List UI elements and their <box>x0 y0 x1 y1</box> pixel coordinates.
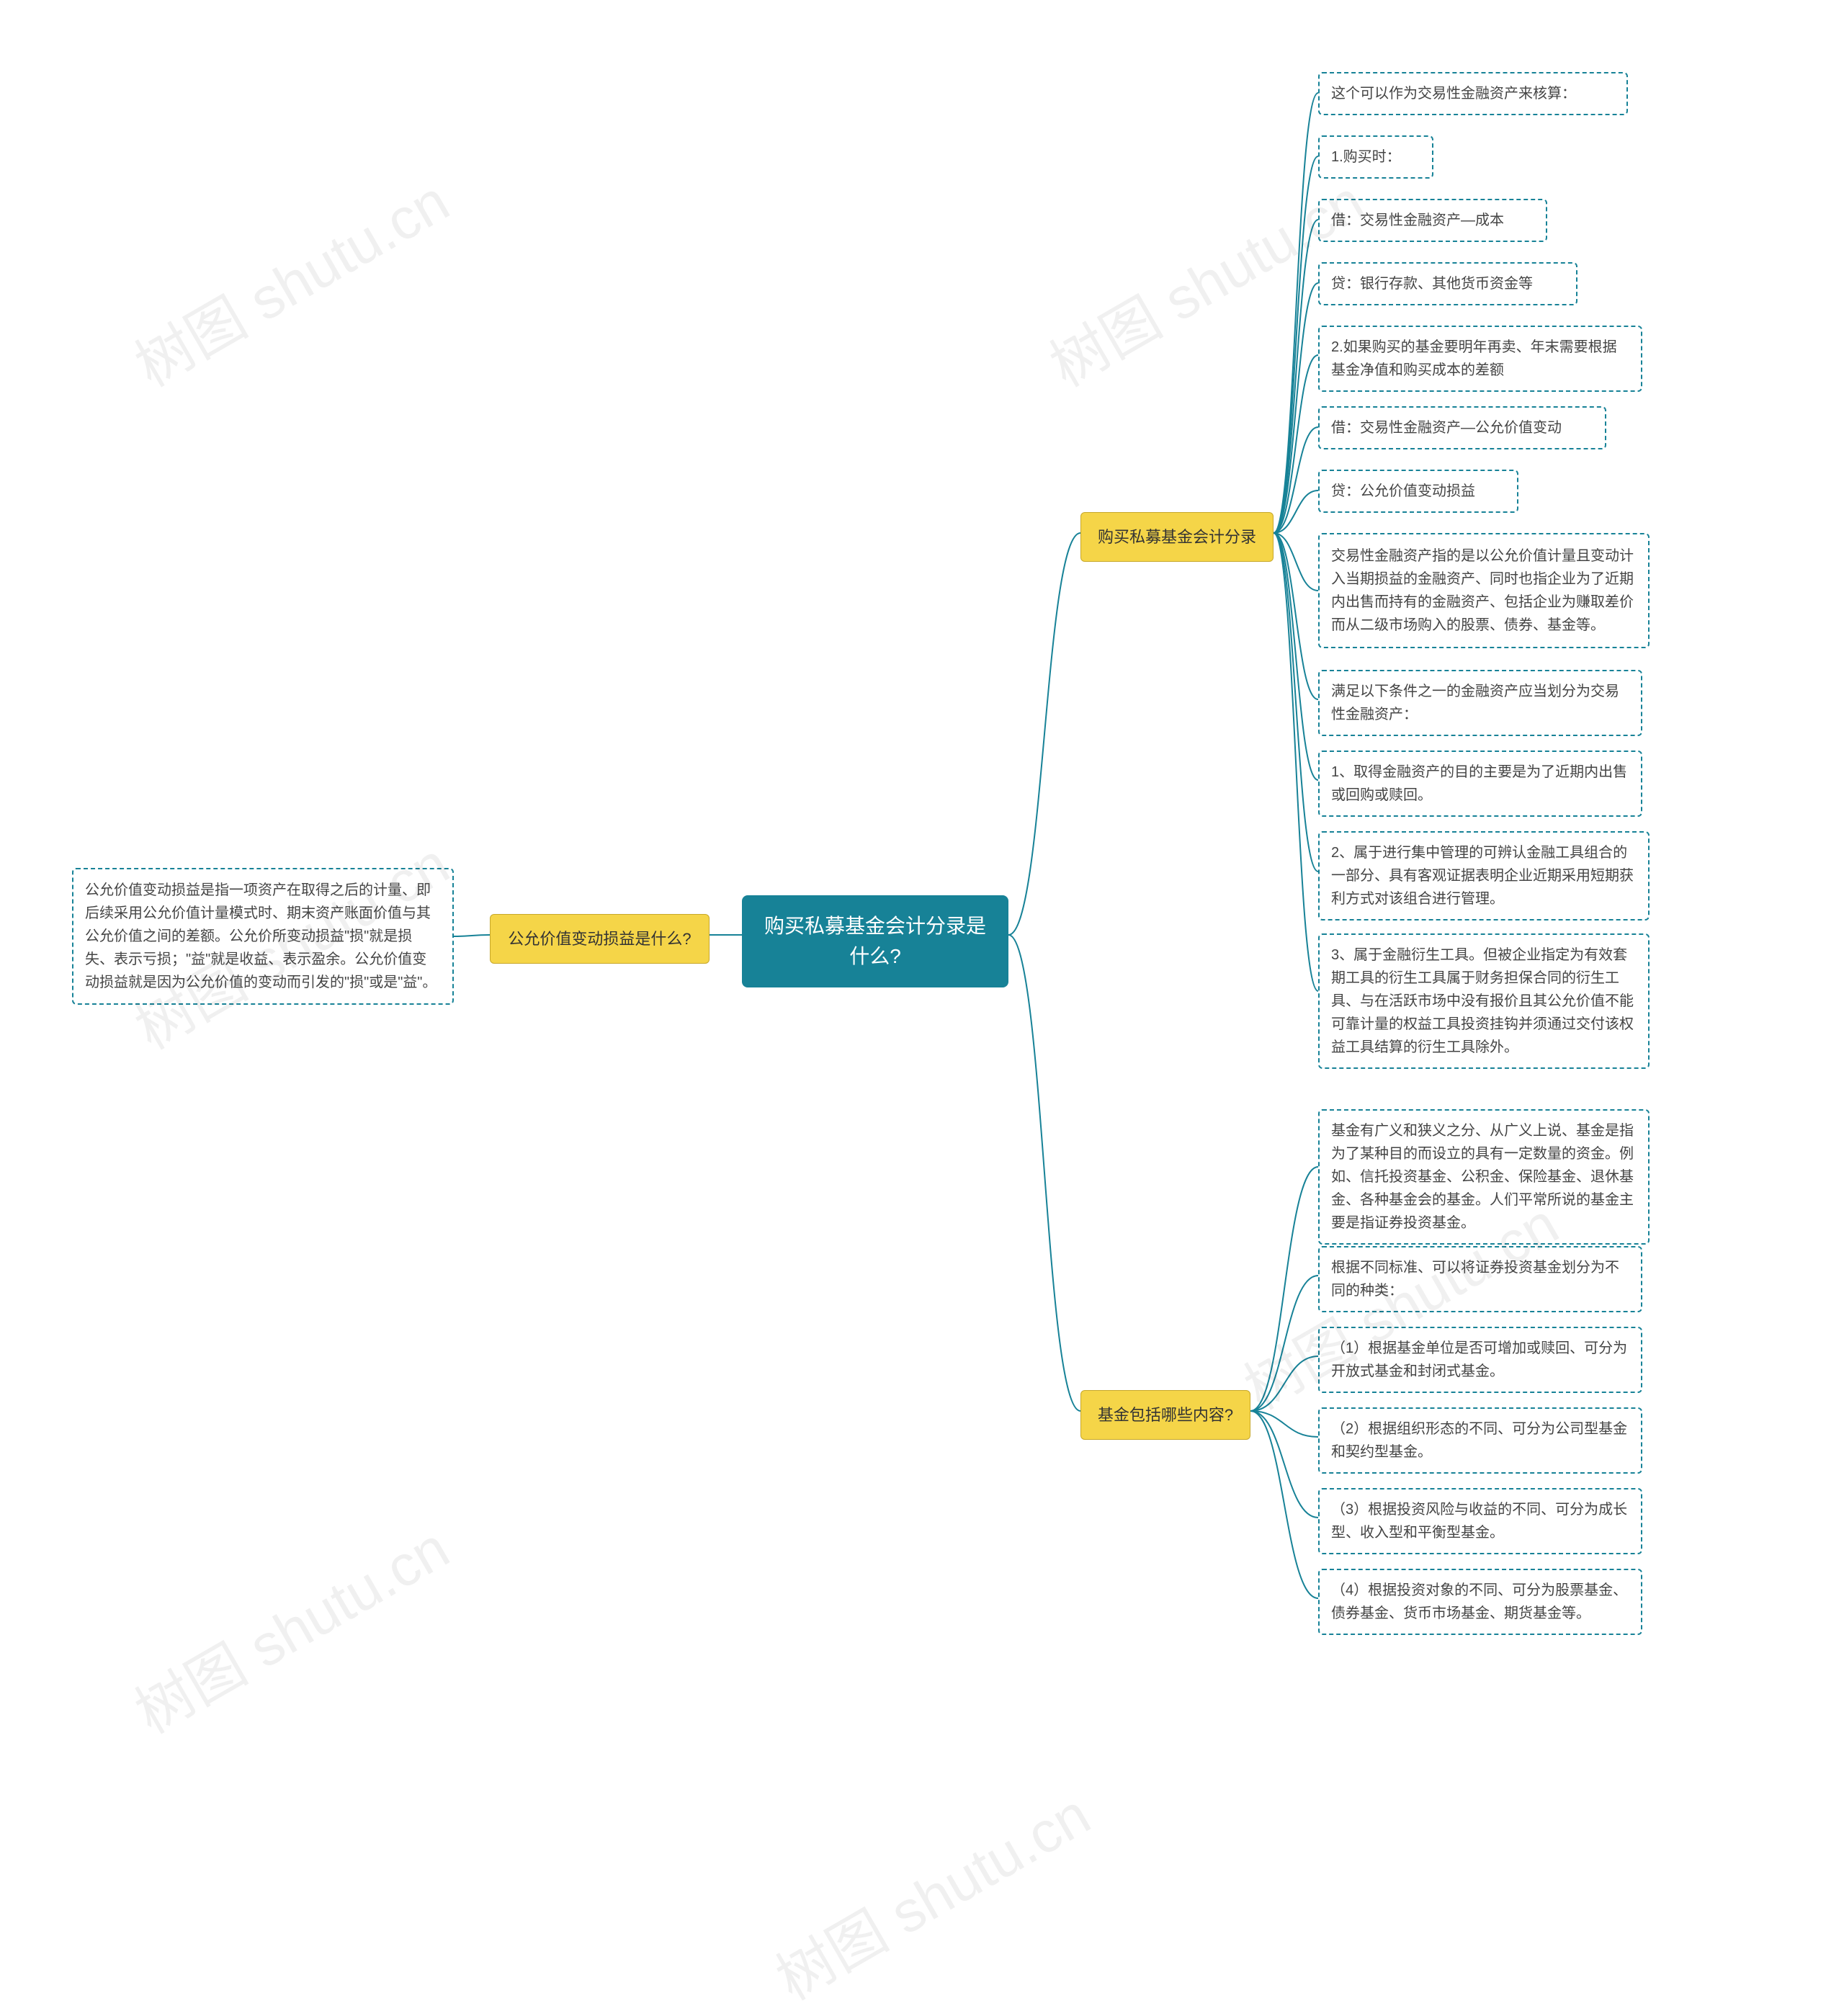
leaf-entry-8: 交易性金融资产指的是以公允价值计量且变动计入当期损益的金融资产、同时也指企业为了… <box>1318 533 1650 648</box>
root-node[interactable]: 购买私募基金会计分录是什么? <box>742 895 1008 987</box>
leaf-fund-2-text: 根据不同标准、可以将证券投资基金划分为不同的种类： <box>1331 1256 1629 1302</box>
leaf-entry-7: 贷：公允价值变动损益 <box>1318 470 1518 513</box>
leaf-fair-1: 公允价值变动损益是指一项资产在取得之后的计量、即后续采用公允价值计量模式时、期末… <box>72 868 454 1005</box>
branch-fund-includes[interactable]: 基金包括哪些内容? <box>1080 1390 1250 1440</box>
leaf-entry-9-text: 满足以下条件之一的金融资产应当划分为交易性金融资产： <box>1331 680 1629 726</box>
watermark: 树图 shutu.cn <box>758 1770 1103 2016</box>
watermark: 树图 shutu.cn <box>117 156 462 403</box>
branch-journal-entry-label: 购买私募基金会计分录 <box>1098 524 1256 550</box>
leaf-entry-12: 3、属于金融衍生工具。但被企业指定为有效套期工具的衍生工具属于财务担保合同的衍生… <box>1318 933 1650 1069</box>
leaf-entry-5-text: 2.如果购买的基金要明年再卖、年末需要根据基金净值和购买成本的差额 <box>1331 336 1629 382</box>
leaf-fund-1-text: 基金有广义和狭义之分、从广义上说、基金是指为了某种目的而设立的具有一定数量的资金… <box>1331 1119 1637 1235</box>
leaf-entry-3: 借：交易性金融资产—成本 <box>1318 199 1547 242</box>
leaf-entry-4-text: 贷：银行存款、其他货币资金等 <box>1331 272 1533 295</box>
leaf-fund-3-text: （1）根据基金单位是否可增加或赎回、可分为开放式基金和封闭式基金。 <box>1331 1337 1629 1383</box>
leaf-entry-6-text: 借：交易性金融资产—公允价值变动 <box>1331 416 1562 439</box>
leaf-fund-5: （3）根据投资风险与收益的不同、可分为成长型、收入型和平衡型基金。 <box>1318 1488 1642 1554</box>
leaf-entry-7-text: 贷：公允价值变动损益 <box>1331 480 1475 503</box>
leaf-fund-1: 基金有广义和狭义之分、从广义上说、基金是指为了某种目的而设立的具有一定数量的资金… <box>1318 1109 1650 1245</box>
branch-fund-includes-label: 基金包括哪些内容? <box>1098 1402 1233 1428</box>
leaf-entry-10: 1、取得金融资产的目的主要是为了近期内出售或回购或赎回。 <box>1318 751 1642 817</box>
leaf-entry-12-text: 3、属于金融衍生工具。但被企业指定为有效套期工具的衍生工具属于财务担保合同的衍生… <box>1331 944 1637 1059</box>
leaf-entry-1: 这个可以作为交易性金融资产来核算： <box>1318 72 1628 115</box>
leaf-entry-11: 2、属于进行集中管理的可辨认金融工具组合的一部分、具有客观证据表明企业近期采用短… <box>1318 831 1650 920</box>
leaf-entry-6: 借：交易性金融资产—公允价值变动 <box>1318 406 1606 449</box>
leaf-entry-2: 1.购买时： <box>1318 135 1433 179</box>
leaf-fund-2: 根据不同标准、可以将证券投资基金划分为不同的种类： <box>1318 1246 1642 1312</box>
leaf-fund-6: （4）根据投资对象的不同、可分为股票基金、债券基金、货币市场基金、期货基金等。 <box>1318 1569 1642 1635</box>
leaf-entry-8-text: 交易性金融资产指的是以公允价值计量且变动计入当期损益的金融资产、同时也指企业为了… <box>1331 545 1637 637</box>
leaf-fund-4-text: （2）根据组织形态的不同、可分为公司型基金和契约型基金。 <box>1331 1417 1629 1464</box>
leaf-fund-6-text: （4）根据投资对象的不同、可分为股票基金、债券基金、货币市场基金、期货基金等。 <box>1331 1579 1629 1625</box>
leaf-fund-5-text: （3）根据投资风险与收益的不同、可分为成长型、收入型和平衡型基金。 <box>1331 1498 1629 1544</box>
leaf-entry-2-text: 1.购买时： <box>1331 145 1401 169</box>
leaf-entry-1-text: 这个可以作为交易性金融资产来核算： <box>1331 82 1576 105</box>
root-label: 购买私募基金会计分录是什么? <box>762 911 988 972</box>
branch-journal-entry[interactable]: 购买私募基金会计分录 <box>1080 512 1274 562</box>
leaf-entry-5: 2.如果购买的基金要明年再卖、年末需要根据基金净值和购买成本的差额 <box>1318 326 1642 392</box>
leaf-entry-10-text: 1、取得金融资产的目的主要是为了近期内出售或回购或赎回。 <box>1331 761 1629 807</box>
leaf-entry-4: 贷：银行存款、其他货币资金等 <box>1318 262 1577 305</box>
watermark: 树图 shutu.cn <box>117 1503 462 1750</box>
leaf-entry-11-text: 2、属于进行集中管理的可辨认金融工具组合的一部分、具有客观证据表明企业近期采用短… <box>1331 841 1637 910</box>
leaf-fund-3: （1）根据基金单位是否可增加或赎回、可分为开放式基金和封闭式基金。 <box>1318 1327 1642 1393</box>
leaf-entry-9: 满足以下条件之一的金融资产应当划分为交易性金融资产： <box>1318 670 1642 736</box>
leaf-fund-4: （2）根据组织形态的不同、可分为公司型基金和契约型基金。 <box>1318 1407 1642 1474</box>
leaf-entry-3-text: 借：交易性金融资产—成本 <box>1331 209 1504 232</box>
leaf-fair-1-text: 公允价值变动损益是指一项资产在取得之后的计量、即后续采用公允价值计量模式时、期末… <box>85 879 441 994</box>
branch-fair-value-label: 公允价值变动损益是什么? <box>508 926 691 951</box>
branch-fair-value[interactable]: 公允价值变动损益是什么? <box>490 914 710 964</box>
